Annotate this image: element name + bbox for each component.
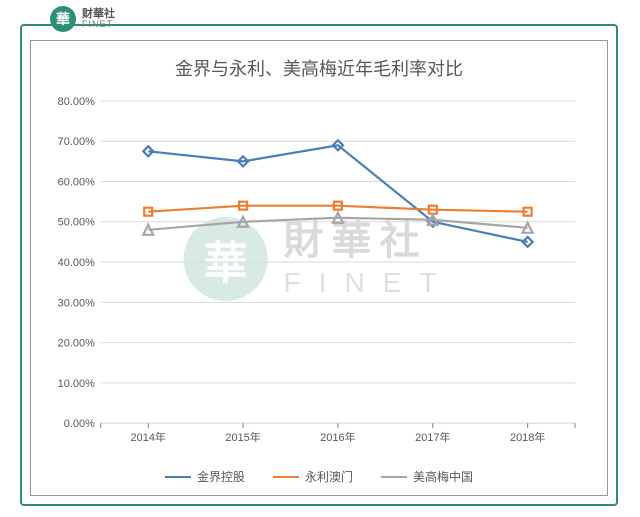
chart-panel: 華 財華社 FINET 金界与永利、美高梅近年毛利率对比 0.00%10.00%… <box>30 40 608 496</box>
svg-text:70.00%: 70.00% <box>58 136 95 148</box>
chart-legend: 金界控股 永利澳门 美高梅中国 <box>31 468 607 485</box>
legend-item: 永利澳门 <box>273 468 353 485</box>
svg-text:2017年: 2017年 <box>415 430 450 444</box>
svg-text:0.00%: 0.00% <box>64 418 95 430</box>
brand-name-en: FINET <box>82 20 115 29</box>
chart-title: 金界与永利、美高梅近年毛利率对比 <box>31 55 607 81</box>
svg-text:2018年: 2018年 <box>510 430 545 444</box>
svg-text:10.00%: 10.00% <box>58 378 95 390</box>
svg-text:40.00%: 40.00% <box>58 257 95 269</box>
svg-text:60.00%: 60.00% <box>58 176 95 188</box>
svg-text:30.00%: 30.00% <box>58 297 95 309</box>
svg-text:80.00%: 80.00% <box>58 96 95 108</box>
legend-swatch-icon <box>165 476 191 478</box>
legend-swatch-icon <box>273 476 299 478</box>
svg-text:2016年: 2016年 <box>320 430 355 444</box>
svg-text:2015年: 2015年 <box>225 430 260 444</box>
legend-item: 美高梅中国 <box>381 468 473 485</box>
brand-logo: 華 财華社 FINET <box>50 6 115 32</box>
line-chart: 0.00% 10.00% 20.00% 30.00% 40.00% 50.00% 60.00… <box>45 93 593 451</box>
svg-text:2014年: 2014年 <box>131 430 166 444</box>
legend-label: 永利澳门 <box>305 468 353 485</box>
legend-label: 美高梅中国 <box>413 468 473 485</box>
brand-badge-icon: 華 <box>50 6 76 32</box>
svg-text:20.00%: 20.00% <box>58 338 95 350</box>
legend-item: 金界控股 <box>165 468 245 485</box>
legend-label: 金界控股 <box>197 468 245 485</box>
svg-text:50.00%: 50.00% <box>58 217 95 229</box>
legend-swatch-icon <box>381 476 407 478</box>
